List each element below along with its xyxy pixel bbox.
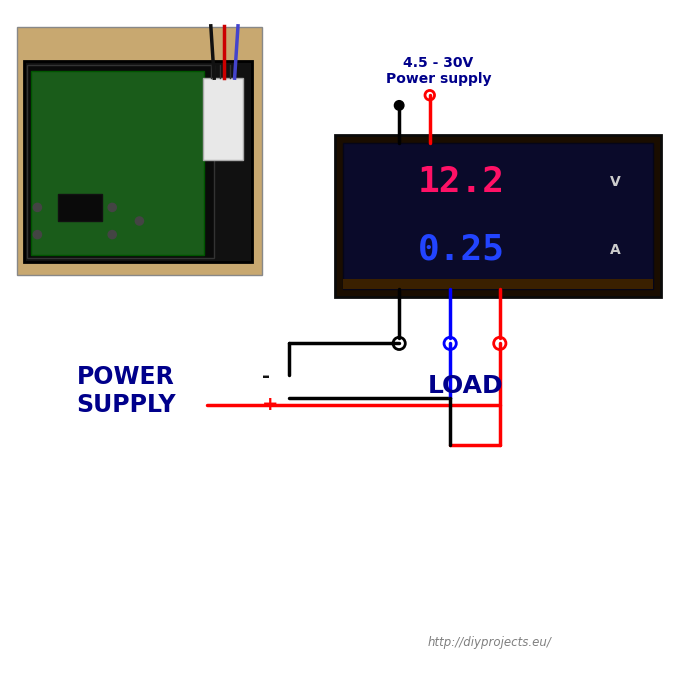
Text: 12.2: 12.2 xyxy=(418,165,505,199)
Circle shape xyxy=(108,203,116,211)
Circle shape xyxy=(135,217,143,225)
Text: +: + xyxy=(262,395,278,414)
Text: SUPPLY: SUPPLY xyxy=(76,392,175,417)
Bar xyxy=(24,61,252,262)
Circle shape xyxy=(33,203,41,211)
Text: V: V xyxy=(610,175,621,189)
Circle shape xyxy=(394,101,404,110)
Text: A: A xyxy=(610,243,621,256)
Circle shape xyxy=(33,231,41,239)
Bar xyxy=(31,71,204,255)
Bar xyxy=(58,194,102,221)
Bar xyxy=(27,65,214,258)
Text: POWER: POWER xyxy=(77,365,175,390)
Text: LOAD: LOAD xyxy=(428,374,504,398)
Text: http://diyprojects.eu/: http://diyprojects.eu/ xyxy=(428,636,551,649)
Bar xyxy=(335,135,661,297)
Text: -: - xyxy=(262,367,270,386)
Bar xyxy=(203,78,243,160)
Text: 4.5 - 30V
Power supply: 4.5 - 30V Power supply xyxy=(386,56,492,86)
Circle shape xyxy=(108,231,116,239)
Bar xyxy=(343,279,653,289)
Bar xyxy=(343,143,653,289)
Bar xyxy=(17,27,262,275)
Text: 0.25: 0.25 xyxy=(418,233,505,267)
